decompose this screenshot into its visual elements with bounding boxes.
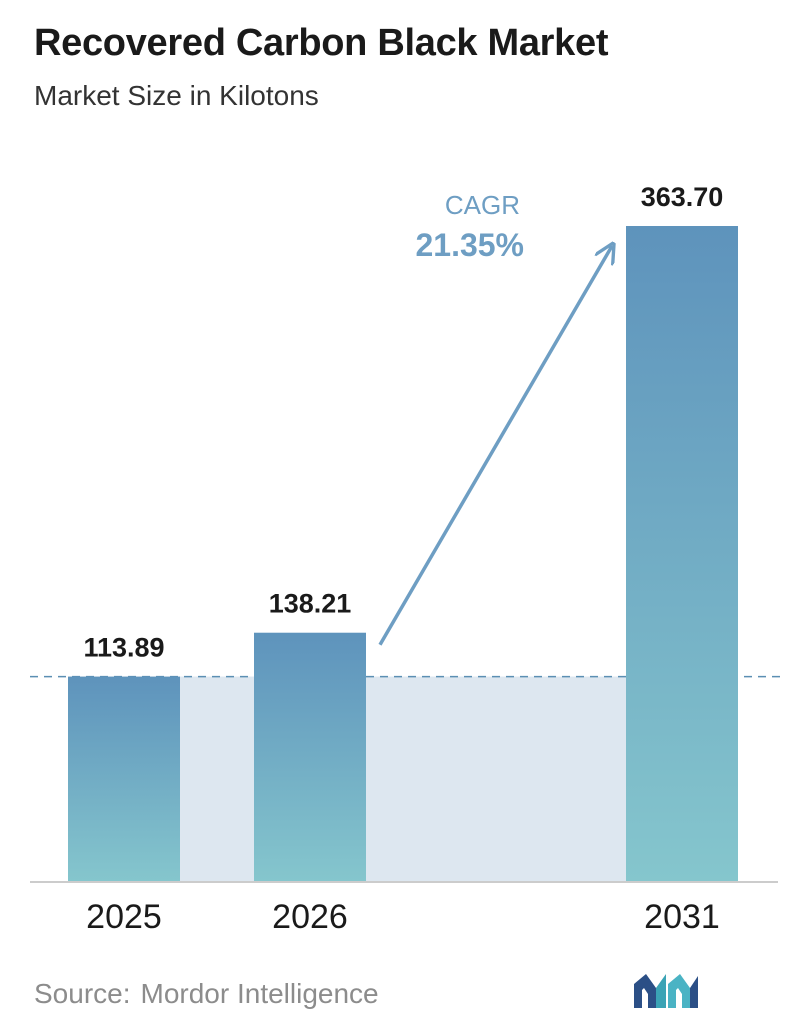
value-label-2025: 113.89 — [83, 633, 164, 663]
comparison-band-group — [180, 676, 626, 882]
value-label-2031: 363.70 — [641, 182, 724, 212]
cagr-label: CAGR — [445, 190, 520, 220]
mordor-intelligence-logo-icon — [634, 974, 698, 1008]
bar-2031 — [626, 226, 738, 882]
value-label-2026: 138.21 — [269, 589, 352, 619]
bar-group — [68, 226, 738, 882]
x-tick-label-2025: 2025 — [86, 898, 162, 936]
comparison-band — [366, 676, 626, 882]
chart-subtitle: Market Size in Kilotons — [34, 80, 319, 111]
bar-chart: 113.89 138.21 363.70 2025 2026 2031 CAGR 21.… — [30, 182, 782, 936]
bar-2025 — [68, 676, 180, 882]
source-label: Source: — [34, 978, 131, 1009]
x-tick-label-group: 2025 2026 2031 — [86, 898, 720, 936]
chart-title: Recovered Carbon Black Market — [34, 22, 609, 64]
x-tick-label-2031: 2031 — [644, 898, 720, 936]
comparison-band — [180, 676, 254, 882]
source-name: Mordor Intelligence — [140, 978, 379, 1009]
bar-2026 — [254, 632, 366, 882]
source-credit: Source: Mordor Intelligence — [34, 978, 379, 1010]
cagr-value: 21.35% — [415, 227, 524, 263]
value-label-group: 113.89 138.21 363.70 — [83, 182, 723, 663]
x-tick-label-2026: 2026 — [272, 898, 348, 936]
cagr-arrow — [378, 246, 612, 646]
